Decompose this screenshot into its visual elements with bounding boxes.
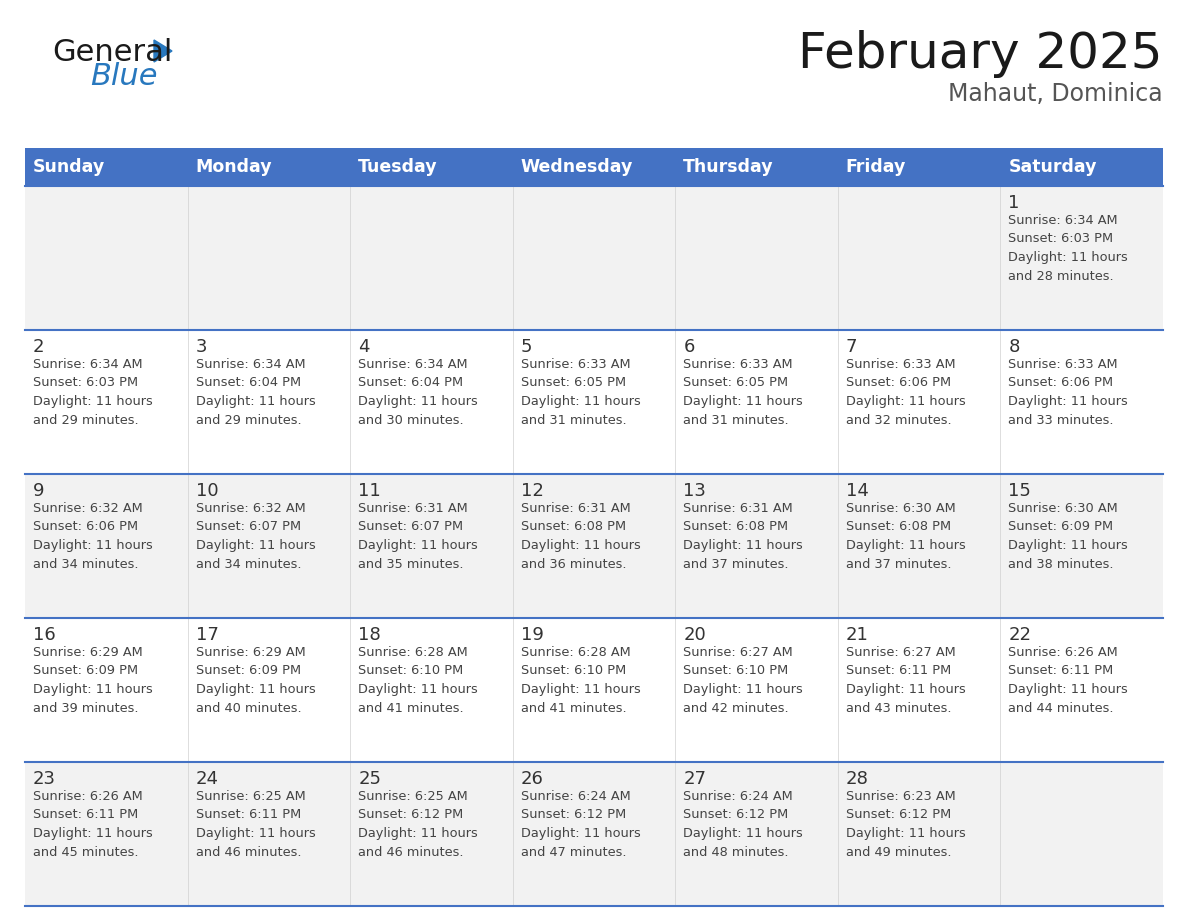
Text: 1: 1: [1009, 194, 1019, 212]
Text: 3: 3: [196, 338, 207, 356]
Text: Mahaut, Dominica: Mahaut, Dominica: [948, 82, 1163, 106]
Text: Sunrise: 6:30 AM
Sunset: 6:08 PM
Daylight: 11 hours
and 37 minutes.: Sunrise: 6:30 AM Sunset: 6:08 PM Dayligh…: [846, 502, 966, 570]
Text: Thursday: Thursday: [683, 158, 773, 176]
Text: Sunrise: 6:31 AM
Sunset: 6:08 PM
Daylight: 11 hours
and 36 minutes.: Sunrise: 6:31 AM Sunset: 6:08 PM Dayligh…: [520, 502, 640, 570]
Text: Saturday: Saturday: [1009, 158, 1097, 176]
Text: Sunrise: 6:34 AM
Sunset: 6:03 PM
Daylight: 11 hours
and 29 minutes.: Sunrise: 6:34 AM Sunset: 6:03 PM Dayligh…: [33, 358, 153, 427]
Text: 20: 20: [683, 626, 706, 644]
Text: Sunrise: 6:33 AM
Sunset: 6:06 PM
Daylight: 11 hours
and 33 minutes.: Sunrise: 6:33 AM Sunset: 6:06 PM Dayligh…: [1009, 358, 1129, 427]
Text: 2: 2: [33, 338, 44, 356]
Text: Wednesday: Wednesday: [520, 158, 633, 176]
Polygon shape: [154, 40, 172, 62]
Text: 27: 27: [683, 770, 707, 788]
Text: Sunrise: 6:26 AM
Sunset: 6:11 PM
Daylight: 11 hours
and 45 minutes.: Sunrise: 6:26 AM Sunset: 6:11 PM Dayligh…: [33, 790, 153, 858]
Text: Sunrise: 6:29 AM
Sunset: 6:09 PM
Daylight: 11 hours
and 40 minutes.: Sunrise: 6:29 AM Sunset: 6:09 PM Dayligh…: [196, 646, 315, 714]
Text: 16: 16: [33, 626, 56, 644]
Text: 23: 23: [33, 770, 56, 788]
Text: Sunrise: 6:34 AM
Sunset: 6:04 PM
Daylight: 11 hours
and 30 minutes.: Sunrise: 6:34 AM Sunset: 6:04 PM Dayligh…: [358, 358, 478, 427]
Text: 17: 17: [196, 626, 219, 644]
Text: 10: 10: [196, 482, 219, 500]
Bar: [25, 148, 1163, 186]
Text: 4: 4: [358, 338, 369, 356]
Text: Sunrise: 6:33 AM
Sunset: 6:05 PM
Daylight: 11 hours
and 31 minutes.: Sunrise: 6:33 AM Sunset: 6:05 PM Dayligh…: [683, 358, 803, 427]
Text: February 2025: February 2025: [798, 30, 1163, 78]
Bar: [25, 186, 1163, 330]
Text: Sunday: Sunday: [33, 158, 106, 176]
Text: 5: 5: [520, 338, 532, 356]
Text: Sunrise: 6:25 AM
Sunset: 6:11 PM
Daylight: 11 hours
and 46 minutes.: Sunrise: 6:25 AM Sunset: 6:11 PM Dayligh…: [196, 790, 315, 858]
Text: 7: 7: [846, 338, 858, 356]
Text: Sunrise: 6:33 AM
Sunset: 6:06 PM
Daylight: 11 hours
and 32 minutes.: Sunrise: 6:33 AM Sunset: 6:06 PM Dayligh…: [846, 358, 966, 427]
Text: 8: 8: [1009, 338, 1019, 356]
Text: 19: 19: [520, 626, 544, 644]
Text: Sunrise: 6:32 AM
Sunset: 6:07 PM
Daylight: 11 hours
and 34 minutes.: Sunrise: 6:32 AM Sunset: 6:07 PM Dayligh…: [196, 502, 315, 570]
Text: Blue: Blue: [90, 62, 158, 91]
Text: 13: 13: [683, 482, 706, 500]
Text: Monday: Monday: [196, 158, 272, 176]
Bar: [25, 618, 1163, 762]
Text: Sunrise: 6:29 AM
Sunset: 6:09 PM
Daylight: 11 hours
and 39 minutes.: Sunrise: 6:29 AM Sunset: 6:09 PM Dayligh…: [33, 646, 153, 714]
Text: Friday: Friday: [846, 158, 906, 176]
Text: 26: 26: [520, 770, 544, 788]
Text: Sunrise: 6:27 AM
Sunset: 6:10 PM
Daylight: 11 hours
and 42 minutes.: Sunrise: 6:27 AM Sunset: 6:10 PM Dayligh…: [683, 646, 803, 714]
Text: Sunrise: 6:23 AM
Sunset: 6:12 PM
Daylight: 11 hours
and 49 minutes.: Sunrise: 6:23 AM Sunset: 6:12 PM Dayligh…: [846, 790, 966, 858]
Text: Sunrise: 6:28 AM
Sunset: 6:10 PM
Daylight: 11 hours
and 41 minutes.: Sunrise: 6:28 AM Sunset: 6:10 PM Dayligh…: [520, 646, 640, 714]
Text: 15: 15: [1009, 482, 1031, 500]
Text: Sunrise: 6:31 AM
Sunset: 6:08 PM
Daylight: 11 hours
and 37 minutes.: Sunrise: 6:31 AM Sunset: 6:08 PM Dayligh…: [683, 502, 803, 570]
Text: Sunrise: 6:25 AM
Sunset: 6:12 PM
Daylight: 11 hours
and 46 minutes.: Sunrise: 6:25 AM Sunset: 6:12 PM Dayligh…: [358, 790, 478, 858]
Text: 21: 21: [846, 626, 868, 644]
Text: Tuesday: Tuesday: [358, 158, 437, 176]
Text: Sunrise: 6:27 AM
Sunset: 6:11 PM
Daylight: 11 hours
and 43 minutes.: Sunrise: 6:27 AM Sunset: 6:11 PM Dayligh…: [846, 646, 966, 714]
Text: 14: 14: [846, 482, 868, 500]
Text: Sunrise: 6:31 AM
Sunset: 6:07 PM
Daylight: 11 hours
and 35 minutes.: Sunrise: 6:31 AM Sunset: 6:07 PM Dayligh…: [358, 502, 478, 570]
Text: General: General: [52, 38, 172, 67]
Text: Sunrise: 6:34 AM
Sunset: 6:03 PM
Daylight: 11 hours
and 28 minutes.: Sunrise: 6:34 AM Sunset: 6:03 PM Dayligh…: [1009, 214, 1129, 283]
Text: Sunrise: 6:24 AM
Sunset: 6:12 PM
Daylight: 11 hours
and 48 minutes.: Sunrise: 6:24 AM Sunset: 6:12 PM Dayligh…: [683, 790, 803, 858]
Text: 12: 12: [520, 482, 544, 500]
Bar: [25, 330, 1163, 474]
Text: Sunrise: 6:32 AM
Sunset: 6:06 PM
Daylight: 11 hours
and 34 minutes.: Sunrise: 6:32 AM Sunset: 6:06 PM Dayligh…: [33, 502, 153, 570]
Text: 11: 11: [358, 482, 381, 500]
Text: 22: 22: [1009, 626, 1031, 644]
Text: 24: 24: [196, 770, 219, 788]
Text: Sunrise: 6:26 AM
Sunset: 6:11 PM
Daylight: 11 hours
and 44 minutes.: Sunrise: 6:26 AM Sunset: 6:11 PM Dayligh…: [1009, 646, 1129, 714]
Text: Sunrise: 6:28 AM
Sunset: 6:10 PM
Daylight: 11 hours
and 41 minutes.: Sunrise: 6:28 AM Sunset: 6:10 PM Dayligh…: [358, 646, 478, 714]
Text: Sunrise: 6:24 AM
Sunset: 6:12 PM
Daylight: 11 hours
and 47 minutes.: Sunrise: 6:24 AM Sunset: 6:12 PM Dayligh…: [520, 790, 640, 858]
Text: 6: 6: [683, 338, 695, 356]
Bar: [25, 474, 1163, 618]
Text: Sunrise: 6:34 AM
Sunset: 6:04 PM
Daylight: 11 hours
and 29 minutes.: Sunrise: 6:34 AM Sunset: 6:04 PM Dayligh…: [196, 358, 315, 427]
Text: 25: 25: [358, 770, 381, 788]
Text: Sunrise: 6:33 AM
Sunset: 6:05 PM
Daylight: 11 hours
and 31 minutes.: Sunrise: 6:33 AM Sunset: 6:05 PM Dayligh…: [520, 358, 640, 427]
Text: Sunrise: 6:30 AM
Sunset: 6:09 PM
Daylight: 11 hours
and 38 minutes.: Sunrise: 6:30 AM Sunset: 6:09 PM Dayligh…: [1009, 502, 1129, 570]
Bar: [25, 762, 1163, 906]
Text: 28: 28: [846, 770, 868, 788]
Text: 9: 9: [33, 482, 44, 500]
Text: 18: 18: [358, 626, 381, 644]
